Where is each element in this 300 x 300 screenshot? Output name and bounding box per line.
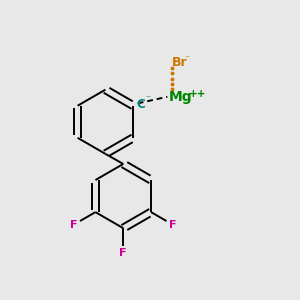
Text: ⁻: ⁻ [184,54,190,64]
Text: F: F [70,220,77,230]
Text: F: F [119,248,127,258]
Text: ++: ++ [189,89,207,99]
Text: C: C [136,98,145,111]
Text: F: F [169,220,177,230]
Text: Mg: Mg [169,90,193,104]
Text: Br: Br [172,56,188,69]
Text: ⁻: ⁻ [146,94,151,104]
